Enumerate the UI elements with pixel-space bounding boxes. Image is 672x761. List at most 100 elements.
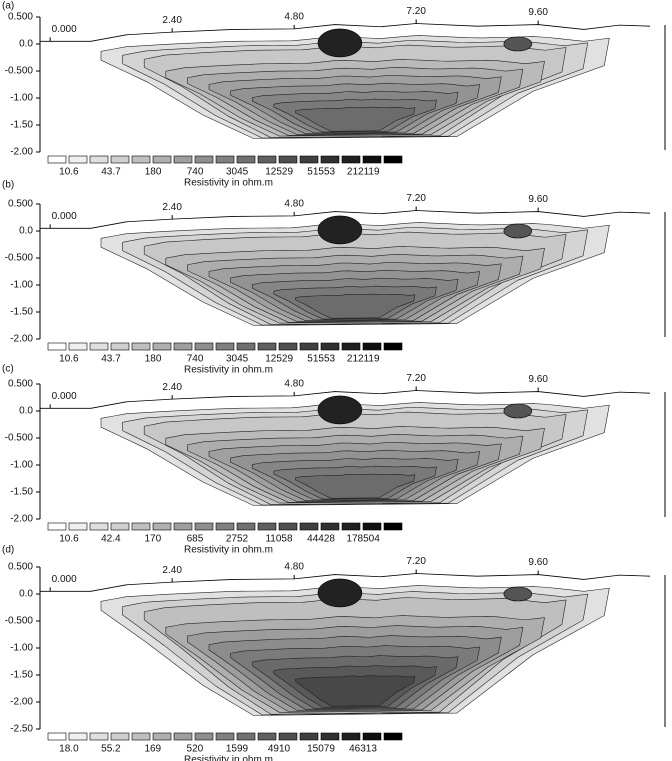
panel-label: (d) xyxy=(2,545,14,556)
y-tick-label: -1.00 xyxy=(10,643,33,654)
colorbar-box xyxy=(194,522,214,531)
colorbar-tick-label: 43.7 xyxy=(101,167,121,178)
x-tick-label: 7.20 xyxy=(406,6,426,17)
colorbar-box xyxy=(89,155,109,164)
colorbar-box xyxy=(68,342,88,351)
colorbar-tick-label: 18.0 xyxy=(59,744,79,755)
colorbar-box xyxy=(194,732,214,741)
colorbar-tick-label: 178504 xyxy=(346,534,380,545)
colorbar-tick-label: 212119 xyxy=(347,354,380,365)
contour-anomaly xyxy=(503,403,533,419)
colorbar-tick-label: 12529 xyxy=(265,354,293,365)
colorbar-box xyxy=(215,155,235,164)
contour-band xyxy=(295,675,416,707)
colorbar-box xyxy=(299,732,319,741)
colorbar-box xyxy=(236,342,256,351)
y-tick-label: -0.500 xyxy=(5,66,34,77)
colorbar-box xyxy=(383,155,403,164)
panel-label: (b) xyxy=(2,180,14,191)
x-tick-label: 2.40 xyxy=(162,202,182,213)
colorbar-title: Resistivity in ohm.m xyxy=(184,178,273,189)
colorbar-box xyxy=(131,732,151,741)
colorbar-box xyxy=(152,522,172,531)
colorbar-box xyxy=(341,522,361,531)
colorbar-tick-label: 1599 xyxy=(226,744,249,755)
y-tick-label: 0.0 xyxy=(19,39,33,50)
colorbar-box xyxy=(110,155,130,164)
y-tick-label: 0.500 xyxy=(8,379,33,390)
y-tick-label: -1.50 xyxy=(10,487,33,498)
colorbar-tick-label: 520 xyxy=(187,744,204,755)
topography xyxy=(40,23,651,42)
colorbar-box xyxy=(89,522,109,531)
colorbar-box xyxy=(320,732,340,741)
colorbar-tick-label: 10.6 xyxy=(59,354,79,365)
colorbar-tick-label: 42.4 xyxy=(101,534,121,545)
contour-anomaly xyxy=(503,36,533,52)
x-tick-label: 7.20 xyxy=(406,193,426,204)
colorbar-box xyxy=(215,522,235,531)
colorbar-tick-label: 12529 xyxy=(265,167,293,178)
x-tick-label: 4.80 xyxy=(284,199,304,210)
colorbar-box xyxy=(362,342,382,351)
colorbar-tick-label: 212119 xyxy=(347,167,380,178)
contour-anomaly xyxy=(503,223,533,239)
x-tick-label: 9.60 xyxy=(528,557,548,568)
colorbar-box xyxy=(131,155,151,164)
colorbar-box xyxy=(89,732,109,741)
colorbar-tick-label: 51553 xyxy=(307,354,335,365)
colorbar-tick-label: 2752 xyxy=(226,534,249,545)
colorbar-box xyxy=(194,342,214,351)
topography xyxy=(40,573,651,592)
colorbar-box xyxy=(215,342,235,351)
colorbar-box xyxy=(341,155,361,164)
colorbar-box xyxy=(173,342,193,351)
colorbar-box xyxy=(299,155,319,164)
colorbar-box xyxy=(341,732,361,741)
x-tick-label: 2.40 xyxy=(162,382,182,393)
colorbar-box xyxy=(341,342,361,351)
colorbar-tick-label: 740 xyxy=(187,167,204,178)
x-tick-label: 4.80 xyxy=(284,379,304,390)
y-tick-label: 0.500 xyxy=(8,12,33,23)
colorbar-box xyxy=(131,522,151,531)
colorbar-box xyxy=(278,342,298,351)
colorbar-box xyxy=(236,155,256,164)
colorbar-tick-label: 740 xyxy=(187,354,204,365)
panel-label: (c) xyxy=(2,364,14,375)
y-tick-label: -0.500 xyxy=(5,433,34,444)
colorbar-box xyxy=(362,732,382,741)
colorbar-box xyxy=(131,342,151,351)
y-tick-label: -0.500 xyxy=(5,616,34,627)
panel: (b) 0.500 0.0 -0.500 -1.00 -1.50 -2.00 0.000 2.4… xyxy=(2,180,666,376)
panel: (c) 0.500 0.0 -0.500 -1.00 -1.50 -2.00 0.000 2.4… xyxy=(2,364,666,556)
colorbar-box xyxy=(152,155,172,164)
y-tick-label: -1.50 xyxy=(10,670,33,681)
x-tick-label: 0.000 xyxy=(52,391,77,402)
panel: (d) 0.500 0.0 -0.500 -1.00 -1.50 -2.00 -2.50 0.0… xyxy=(2,545,666,761)
x-tick-label: 2.40 xyxy=(162,565,182,576)
y-tick-label: -2.00 xyxy=(10,697,33,708)
colorbar-box xyxy=(383,342,403,351)
panel: (a)0.500 0.0 -0.500 -1.00 -1.50 -2.00 0.000 2.4… xyxy=(2,1,666,189)
colorbar-box xyxy=(110,522,130,531)
colorbar-box xyxy=(68,522,88,531)
colorbar-box xyxy=(257,342,277,351)
colorbar-title: Resistivity in ohm.m xyxy=(184,755,273,761)
colorbar-box xyxy=(47,732,67,741)
colorbar-box xyxy=(278,522,298,531)
contour-band xyxy=(295,293,416,319)
colorbar-box xyxy=(383,522,403,531)
colorbar-box xyxy=(257,732,277,741)
colorbar-tick-label: 3045 xyxy=(226,167,249,178)
topography xyxy=(40,390,651,409)
colorbar-tick-label: 51553 xyxy=(307,167,335,178)
colorbar-box xyxy=(47,522,67,531)
colorbar-box xyxy=(47,155,67,164)
colorbar-box xyxy=(173,155,193,164)
y-tick-label: -2.00 xyxy=(10,514,33,525)
colorbar-box xyxy=(89,342,109,351)
colorbar-tick-label: 46313 xyxy=(349,744,377,755)
colorbar-box xyxy=(362,522,382,531)
y-tick-label: -2.00 xyxy=(10,334,33,345)
